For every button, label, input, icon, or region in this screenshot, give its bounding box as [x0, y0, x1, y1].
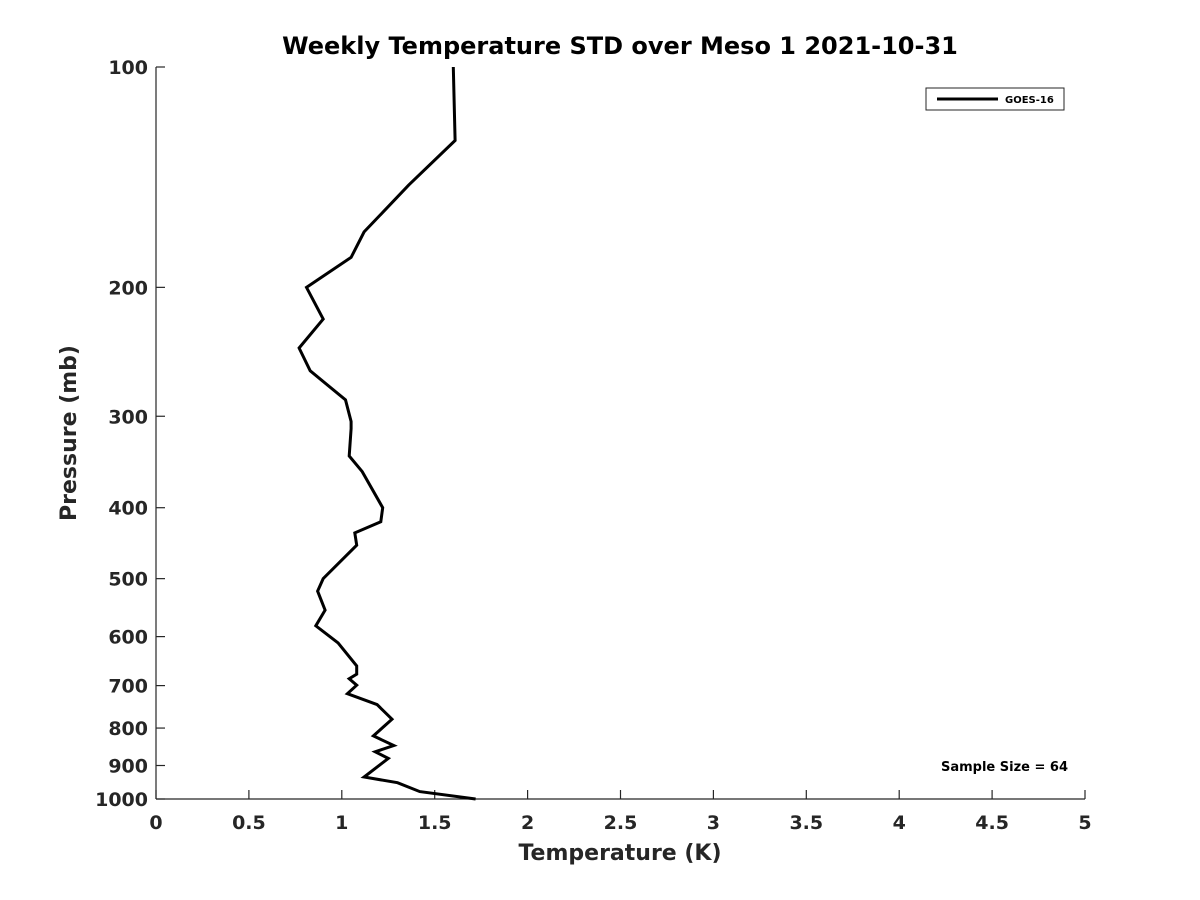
y-tick-label: 1000: [95, 789, 148, 811]
y-tick-label: 700: [108, 676, 148, 698]
x-axis-label: Temperature (K): [518, 841, 721, 866]
y-tick-label: 300: [108, 406, 148, 428]
series-line-goes-16: [297, 66, 476, 801]
y-tick-label: 200: [108, 277, 148, 299]
x-tick-label: 1: [335, 812, 348, 834]
x-tick-label: 2.5: [604, 812, 638, 834]
y-tick-label: 400: [108, 498, 148, 520]
y-tick-label: 600: [108, 627, 148, 649]
legend: GOES-16: [925, 87, 1065, 111]
plot-area: [156, 67, 1085, 799]
y-tick-label: 900: [108, 756, 148, 778]
x-axis-ticks: 0 0.5 1 1.5 2 2.5 3 3.5 4 4.5 5: [149, 790, 1092, 834]
x-tick-label: 5: [1078, 812, 1091, 834]
x-tick-label: 0.5: [232, 812, 266, 834]
x-tick-label: 3.5: [789, 812, 823, 834]
y-axis-ticks: 100 200 300 400 500 600 700 800 900 1000: [95, 57, 165, 811]
legend-entry-label: GOES-16: [1005, 95, 1054, 106]
chart-title: Weekly Temperature STD over Meso 1 2021-…: [282, 32, 958, 60]
y-axis-label: Pressure (mb): [57, 345, 82, 521]
x-tick-label: 1.5: [418, 812, 452, 834]
x-tick-label: 4: [893, 812, 906, 834]
x-tick-label: 3: [707, 812, 720, 834]
x-tick-label: 2: [521, 812, 534, 834]
y-tick-label: 800: [108, 718, 148, 740]
y-tick-label: 500: [108, 569, 148, 591]
series-group: [297, 66, 476, 801]
x-tick-label: 4.5: [975, 812, 1009, 834]
x-tick-label: 0: [149, 812, 162, 834]
sample-size-annotation: Sample Size = 64: [941, 760, 1068, 775]
y-tick-label: 100: [108, 57, 148, 79]
